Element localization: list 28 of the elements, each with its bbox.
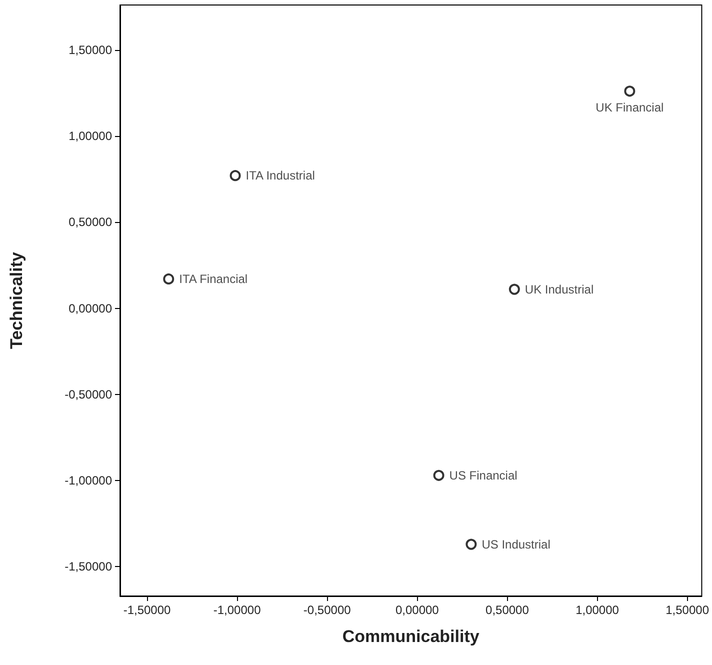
point xyxy=(163,273,174,284)
y-tick-label: 0,00000 xyxy=(68,301,112,316)
x-tick-label: 1,00000 xyxy=(576,603,620,617)
series-label: US Industrial xyxy=(482,537,550,552)
point xyxy=(433,470,444,481)
y-tick-label: 1,50000 xyxy=(68,42,112,57)
y-tick-label: -0,50000 xyxy=(64,387,112,402)
point xyxy=(466,538,477,550)
series-label: UK Financial xyxy=(596,100,664,115)
x-tick-label: 1,50000 xyxy=(666,603,710,617)
y-tick-label: -1,00000 xyxy=(64,474,112,488)
x-tick-label: 0,00000 xyxy=(395,603,440,617)
y-tick-label: -1,50000 xyxy=(64,560,112,574)
point xyxy=(508,284,520,295)
point xyxy=(624,86,636,97)
x-tick-label: -1,00000 xyxy=(213,603,262,617)
x-tick-label: -0,50000 xyxy=(303,603,352,617)
y-axis-title: Technicality xyxy=(7,251,26,349)
series-label: UK Industrial xyxy=(524,282,594,296)
y-tick-label: 1,00000 xyxy=(68,128,112,143)
x-tick-label: 0,50000 xyxy=(486,603,530,617)
series-label: ITA Financial xyxy=(179,272,248,286)
series-label: US Financial xyxy=(449,468,518,482)
point xyxy=(230,170,241,182)
x-axis-title: Communicability xyxy=(342,627,480,646)
series-label: ITA Industrial xyxy=(246,168,315,183)
y-tick-label: 0,50000 xyxy=(68,215,112,230)
x-tick-label: -1,50000 xyxy=(123,603,172,617)
